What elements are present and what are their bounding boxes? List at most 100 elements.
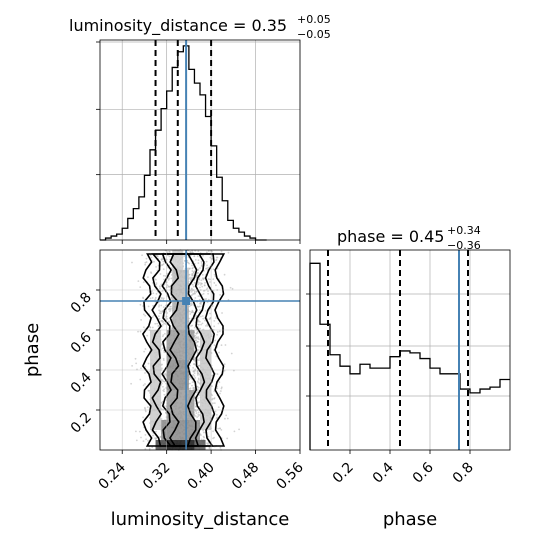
scatter-point xyxy=(205,251,208,254)
scatter-point xyxy=(202,317,205,320)
scatter-point xyxy=(213,273,216,276)
scatter-point xyxy=(144,383,146,385)
scatter-point xyxy=(168,310,171,313)
scatter-point xyxy=(197,272,200,274)
scatter-point xyxy=(197,378,200,381)
scatter-point xyxy=(160,418,163,420)
title-upper: +0.34 xyxy=(447,224,481,237)
contour-lines xyxy=(141,253,226,447)
scatter-point xyxy=(211,305,214,307)
scatter-point xyxy=(170,305,172,308)
scatter-point xyxy=(205,267,207,270)
scatter-point xyxy=(162,357,165,360)
scatter-point xyxy=(158,285,161,288)
scatter-point xyxy=(210,254,213,257)
tick-marks xyxy=(96,41,301,244)
scatter-point xyxy=(164,310,167,313)
scatter-point xyxy=(211,250,213,253)
scatter-point xyxy=(152,434,154,437)
quantile-lines xyxy=(154,40,213,240)
scatter-point xyxy=(191,274,194,277)
scatter-point xyxy=(160,312,163,315)
scatter-point xyxy=(142,326,145,329)
scatter-point xyxy=(220,386,223,389)
scatter-point xyxy=(200,262,203,264)
scatter-point xyxy=(229,286,232,289)
scatter-point xyxy=(223,363,226,366)
scatter-point xyxy=(153,277,156,280)
scatter-point xyxy=(163,393,166,396)
scatter-point xyxy=(202,254,204,257)
scatter-point xyxy=(168,255,171,258)
scatter-point xyxy=(218,427,221,430)
scatter-point xyxy=(143,406,146,409)
scatter-point xyxy=(161,309,164,312)
scatter-point xyxy=(160,382,163,385)
scatter-point xyxy=(201,293,203,296)
scatter-point xyxy=(191,251,194,254)
scatter-point xyxy=(189,276,191,279)
scatter-point xyxy=(198,345,201,348)
scatter-point xyxy=(214,410,217,413)
scatter-point xyxy=(157,315,160,318)
scatter-point xyxy=(164,275,167,277)
density-block xyxy=(161,420,200,440)
panel-border xyxy=(99,249,301,451)
scatter-point xyxy=(154,298,157,301)
scatter-point xyxy=(163,388,166,391)
scatter-point xyxy=(223,273,226,276)
y-tick-label: 0.8 xyxy=(68,290,95,317)
scatter-point xyxy=(194,297,197,299)
scatter-point xyxy=(166,251,169,254)
scatter-point xyxy=(150,256,153,259)
scatter-point xyxy=(191,384,193,387)
scatter-point xyxy=(219,390,222,392)
scatter-point xyxy=(198,298,201,301)
scatter-point xyxy=(204,324,207,327)
scatter-point xyxy=(153,260,155,263)
scatter-point xyxy=(192,373,195,376)
scatter-point xyxy=(198,327,201,330)
scatter-point xyxy=(160,264,163,266)
scatter-point xyxy=(197,250,200,253)
scatter-point xyxy=(161,297,163,299)
scatter-point xyxy=(139,286,142,289)
scatter-point xyxy=(189,375,191,378)
scatter-point xyxy=(154,437,157,440)
scatter-point xyxy=(163,351,166,354)
y-tick-label: 0.4 xyxy=(68,369,95,396)
scatter-point xyxy=(197,364,200,367)
scatter-point xyxy=(144,365,147,368)
scatter-point xyxy=(191,267,194,270)
scatter-point xyxy=(163,390,165,393)
scatter-point xyxy=(168,285,170,288)
scatter-point xyxy=(140,367,142,370)
scatter-point xyxy=(154,296,157,299)
scatter-point xyxy=(139,378,142,381)
density-block xyxy=(150,330,162,430)
scatter-point xyxy=(197,372,200,375)
scatter-point xyxy=(148,447,151,450)
scatter-point xyxy=(144,372,146,374)
scatter-point xyxy=(193,292,196,294)
scatter-point xyxy=(168,277,171,280)
scatter-point xyxy=(134,430,137,433)
panel-frame xyxy=(100,40,300,240)
scatter-point xyxy=(147,362,150,365)
scatter-point xyxy=(159,310,162,313)
scatter-point xyxy=(148,390,151,392)
title-lower: −0.36 xyxy=(447,239,481,252)
scatter-point xyxy=(195,290,198,293)
scatter-point xyxy=(160,259,163,261)
scatter-point xyxy=(188,310,191,313)
scatter-point xyxy=(211,394,214,397)
scatter-point xyxy=(233,430,236,433)
scatter-point xyxy=(194,334,197,337)
scatter-point xyxy=(218,351,220,354)
scatter-point xyxy=(226,417,229,420)
scatter-point xyxy=(191,381,194,384)
title-main: luminosity_distance = 0.35 xyxy=(69,16,287,36)
scatter-point xyxy=(196,351,199,354)
scatter-point xyxy=(131,364,134,367)
scatter-point xyxy=(142,384,145,387)
